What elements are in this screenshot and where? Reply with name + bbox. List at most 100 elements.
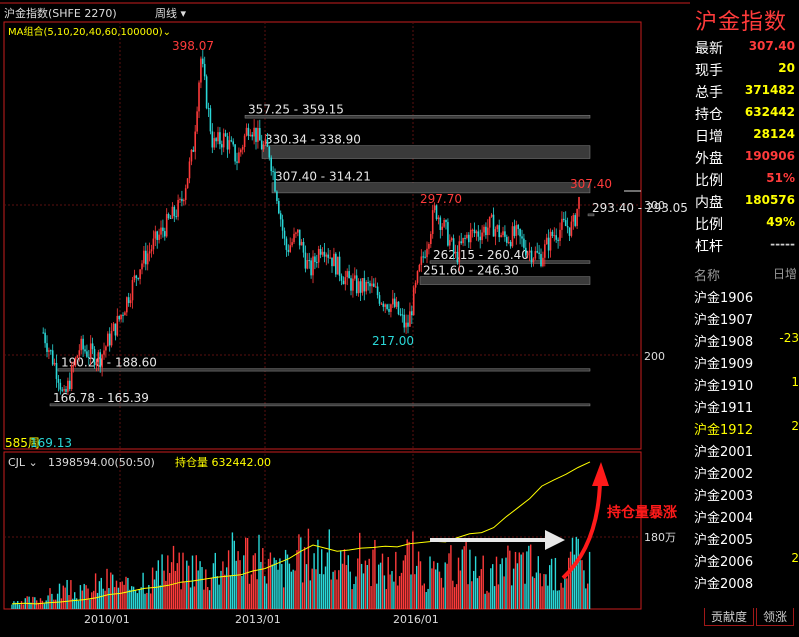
candle-body [424, 256, 426, 258]
volume-bar [321, 549, 323, 609]
candle-body [167, 214, 170, 219]
contract-row[interactable]: 沪金1907 [690, 306, 799, 328]
volume-bar [188, 565, 190, 609]
volume-bar [539, 573, 541, 609]
contract-name[interactable]: 沪金1908 [694, 335, 754, 350]
price-zone-label: 190.20 - 188.60 [61, 356, 157, 370]
candle-body [162, 227, 164, 232]
contract-row[interactable]: 沪金2002 [690, 460, 799, 482]
candle-body [209, 108, 212, 132]
volume-bar [138, 589, 140, 609]
list-header-name[interactable]: 名称 [694, 269, 721, 284]
candle-body [494, 229, 497, 237]
volume-bar [486, 590, 488, 609]
contract-name[interactable]: 沪金1907 [694, 313, 754, 328]
volume-bar [480, 569, 482, 609]
volume-bar [267, 558, 270, 609]
volume-bar [233, 540, 235, 609]
volume-bar [163, 570, 165, 609]
volume-bar [298, 534, 300, 609]
candle-body [355, 275, 358, 294]
contract-row[interactable]: 沪金1910 1 [690, 372, 799, 394]
contract-row[interactable]: 沪金1912 2 [690, 416, 799, 438]
volume-bar [530, 544, 532, 609]
contract-name[interactable]: 沪金2002 [694, 467, 754, 482]
volume-bar [210, 578, 213, 609]
contract-name[interactable]: 沪金1910 [694, 379, 754, 394]
volume-bar [328, 529, 330, 609]
contract-name[interactable]: 沪金1909 [694, 357, 754, 372]
volume-bar [435, 569, 437, 609]
contract-row[interactable]: 沪金2008 [690, 570, 799, 592]
contract-row[interactable]: 沪金1908 -23 [690, 328, 799, 350]
kline-chart[interactable]: 沪金指数(SHFE 2270) 周线 ▾ MA组合(5,10,20,40,60,… [0, 0, 690, 637]
volume-bar [197, 570, 199, 609]
candle-body [359, 281, 362, 293]
cjl-selector[interactable]: CJL ⌄ [8, 456, 38, 469]
candle-body [203, 63, 206, 77]
candle-body [321, 251, 324, 255]
candle-body [426, 248, 428, 258]
contract-row[interactable]: 沪金1909 [690, 350, 799, 372]
instrument-title[interactable]: 沪金指数(SHFE 2270) [4, 6, 117, 20]
volume-bar [459, 570, 462, 609]
price-annotation: 169.13 [30, 436, 72, 450]
contract-name[interactable]: 沪金1911 [694, 401, 754, 416]
candle-body [561, 218, 563, 230]
contract-name[interactable]: 沪金2006 [694, 555, 754, 570]
contract-list-header[interactable]: 名称 日增 [690, 262, 799, 284]
contract-row[interactable]: 沪金2001 [690, 438, 799, 460]
tab-contribution[interactable]: 贡献度 [704, 608, 755, 626]
ma-indicator-label[interactable]: MA组合(5,10,20,40,60,100000)⌄ [8, 25, 171, 38]
candle-body [549, 231, 552, 251]
candle-body [380, 303, 383, 305]
candle-body [164, 231, 166, 237]
volume-bar [235, 560, 237, 609]
price-zone [587, 213, 595, 217]
tab-leaders[interactable]: 领涨 [756, 608, 795, 626]
contract-row[interactable]: 沪金2005 [690, 526, 799, 548]
contract-name[interactable]: 沪金2004 [694, 511, 754, 526]
volume-bar [492, 564, 494, 609]
y-tick-180wan: 180万 [644, 531, 676, 544]
contract-name[interactable]: 沪金1906 [694, 291, 754, 306]
volume-bar [545, 574, 547, 609]
candle-body [559, 229, 561, 241]
volume-bar [541, 586, 543, 609]
candle-body [403, 314, 406, 328]
list-header-change[interactable]: 日增 [772, 267, 797, 281]
quote-value: ----- [770, 237, 795, 251]
contract-row[interactable]: 沪金1911 [690, 394, 799, 416]
y-tick-300: 300 [644, 199, 665, 212]
contract-row[interactable]: 沪金2006 2 [690, 548, 799, 570]
candle-body [112, 323, 115, 331]
candle-body [139, 269, 141, 279]
volume-bar [64, 587, 66, 609]
contract-name[interactable]: 沪金1912 [694, 423, 754, 438]
contract-row[interactable]: 沪金2004 [690, 504, 799, 526]
contract-name[interactable]: 沪金2005 [694, 533, 754, 548]
volume-bar [125, 576, 127, 609]
candle-body [566, 226, 569, 228]
candle-body [521, 236, 523, 239]
contract-row[interactable]: 沪金2003 [690, 482, 799, 504]
candle-body [450, 238, 453, 241]
volume-bar [482, 555, 484, 609]
contract-name[interactable]: 沪金2003 [694, 489, 754, 504]
quote-row: 最新 307.40 [690, 36, 799, 58]
candle-body [502, 231, 504, 236]
candle-body [287, 249, 290, 252]
candle-body [198, 82, 200, 112]
contract-row[interactable]: 沪金1906 [690, 284, 799, 306]
volume-bar [438, 571, 441, 609]
period-selector[interactable]: 周线 ▾ [155, 6, 186, 20]
contract-name[interactable]: 沪金2001 [694, 445, 754, 460]
candle-body [308, 260, 311, 262]
candle-body [270, 157, 273, 172]
volume-bar [535, 572, 538, 609]
volume-bar [313, 553, 315, 609]
candle-body [135, 275, 138, 279]
candle-body [219, 132, 221, 145]
contract-name[interactable]: 沪金2008 [694, 577, 754, 592]
candle-body [487, 227, 489, 236]
